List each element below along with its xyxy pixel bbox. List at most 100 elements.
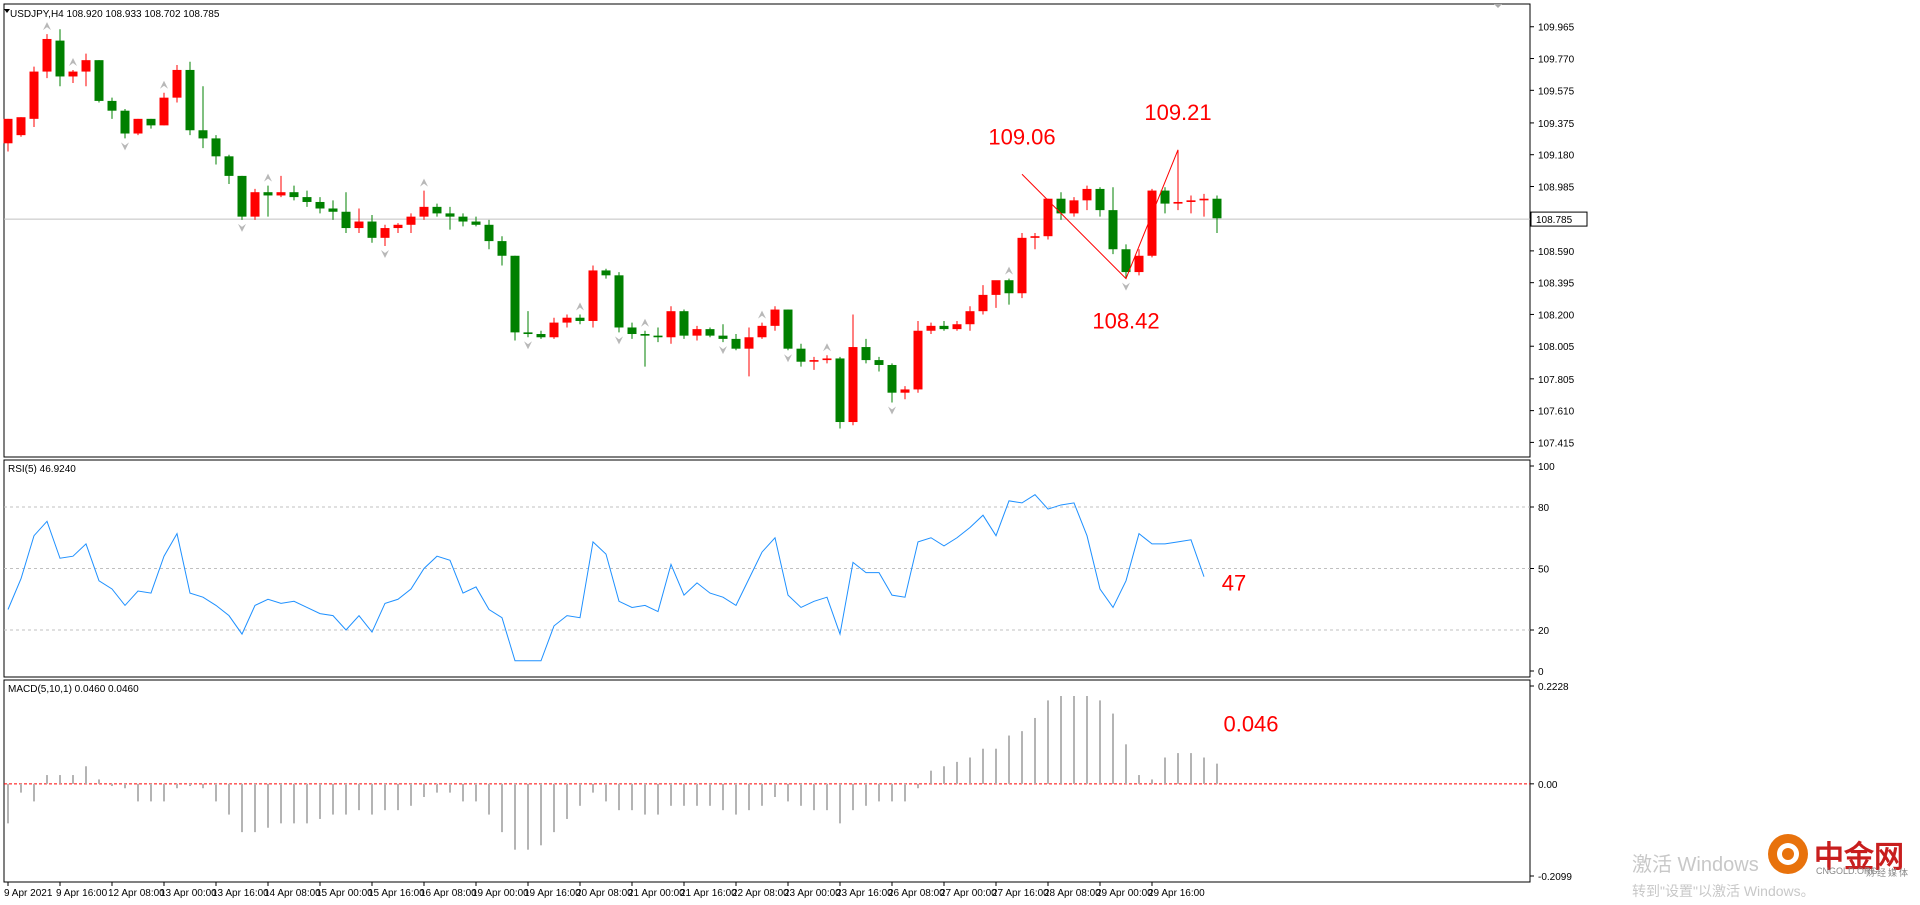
time-tick-label: 12 Apr 08:00 <box>108 888 165 899</box>
logo-text: 中金网 <box>1814 841 1904 874</box>
time-tick-label: 19 Apr 16:00 <box>524 888 581 899</box>
rsi-annotation: 47 <box>1222 571 1246 596</box>
candle-body <box>1095 188 1105 211</box>
candle-body <box>55 40 65 77</box>
candle-body <box>913 330 923 390</box>
candle-body <box>601 270 611 276</box>
activation-title: 激活 Windows <box>1632 854 1759 876</box>
candle-body <box>458 216 468 222</box>
candle-body <box>302 197 312 202</box>
candle-body <box>627 327 637 335</box>
fractal-down-icon <box>121 142 129 151</box>
macd-tick-label: 0.00 <box>1538 780 1558 791</box>
fractal-up-icon <box>823 343 831 352</box>
candle-body <box>211 138 221 157</box>
candle-body <box>341 211 351 229</box>
rsi-tick-label: 100 <box>1538 462 1555 473</box>
candle-body <box>809 360 819 362</box>
cngold-logo-icon <box>1768 834 1808 874</box>
time-tick-label: 13 Apr 00:00 <box>160 888 217 899</box>
rsi-tick-label: 20 <box>1538 626 1550 637</box>
fractal-up-icon <box>69 57 77 66</box>
fractal-down-icon <box>1122 282 1130 291</box>
candle-body <box>289 192 299 198</box>
fractal-up-icon <box>160 80 168 89</box>
candle-body <box>1017 237 1027 294</box>
time-tick-label: 14 Apr 08:00 <box>264 888 321 899</box>
candle-body <box>1173 201 1183 204</box>
rsi-tick-label: 0 <box>1538 667 1544 678</box>
candle-body <box>1212 198 1222 219</box>
candle-body <box>393 224 403 229</box>
time-tick-label: 9 Apr 16:00 <box>56 888 108 899</box>
candle-body <box>497 241 507 256</box>
fractal-down-icon <box>615 336 623 345</box>
candle-body <box>939 325 949 330</box>
candle-body <box>1030 236 1040 238</box>
candle-body <box>250 192 260 217</box>
candle-body <box>991 280 1001 295</box>
candle-body <box>835 358 845 423</box>
candle-body <box>640 334 650 336</box>
candle-body <box>94 60 104 101</box>
candle-body <box>1056 198 1066 214</box>
candle-body <box>159 97 169 126</box>
candle-body <box>1069 200 1079 214</box>
candle-body <box>861 347 871 361</box>
candle-body <box>146 118 156 126</box>
candle-body <box>1160 190 1170 204</box>
candle-body <box>575 317 585 321</box>
price-tick-label: 108.395 <box>1538 279 1575 290</box>
candle-body <box>354 221 364 229</box>
candle-body <box>705 329 715 336</box>
time-tick-label: 21 Apr 16:00 <box>680 888 737 899</box>
fractal-up-icon <box>576 302 584 311</box>
candle-body <box>471 221 481 225</box>
price-tick-label: 108.005 <box>1538 342 1575 353</box>
price-annotation: 108.42 <box>1092 309 1159 334</box>
price-tick-label: 109.180 <box>1538 151 1575 162</box>
candle-body <box>406 216 416 225</box>
candle-body <box>562 317 572 323</box>
macd-annotation: 0.046 <box>1223 712 1278 737</box>
candle-body <box>172 69 182 98</box>
candle-body <box>133 118 143 134</box>
candle-body <box>796 348 806 362</box>
candle-body <box>367 221 377 238</box>
candle-body <box>328 208 338 212</box>
candle-body <box>1186 200 1196 202</box>
macd-tick-label: 0.2228 <box>1538 682 1569 693</box>
candle-body <box>874 360 884 365</box>
logo-tagline: 财经媒体 <box>1866 868 1911 878</box>
time-tick-label: 20 Apr 08:00 <box>576 888 633 899</box>
price-tick-label: 108.590 <box>1538 247 1575 258</box>
time-tick-label: 26 Apr 08:00 <box>888 888 945 899</box>
chart-menu-icon <box>4 9 10 13</box>
price-annotation: 109.21 <box>1144 100 1211 125</box>
time-tick-label: 22 Apr 08:00 <box>732 888 789 899</box>
time-tick-label: 21 Apr 00:00 <box>628 888 685 899</box>
time-tick-label: 29 Apr 16:00 <box>1148 888 1205 899</box>
price-tick-label: 108.985 <box>1538 182 1575 193</box>
fractal-up-icon <box>1005 266 1013 275</box>
time-tick-label: 29 Apr 00:00 <box>1096 888 1153 899</box>
fractal-up-icon <box>420 178 428 187</box>
candle-body <box>42 38 52 72</box>
candle-body <box>16 117 26 136</box>
chart-shift-marker-icon <box>1494 4 1502 8</box>
time-tick-label: 9 Apr 2021 <box>4 888 53 899</box>
candle-body <box>276 192 286 196</box>
candle-body <box>510 255 520 333</box>
fractal-up-icon <box>641 318 649 327</box>
zigzag-line <box>1021 149 1179 280</box>
candle-body <box>666 311 676 338</box>
activation-hint: 转到"设置"以激活 Windows。 <box>1632 883 1815 899</box>
candle-body <box>1199 198 1209 201</box>
time-tick-label: 23 Apr 00:00 <box>784 888 841 899</box>
candle-body <box>68 71 78 77</box>
candle-body <box>1121 249 1131 273</box>
rsi-line <box>7 494 1205 662</box>
candle-body <box>484 224 494 242</box>
candle-body <box>1043 198 1053 237</box>
